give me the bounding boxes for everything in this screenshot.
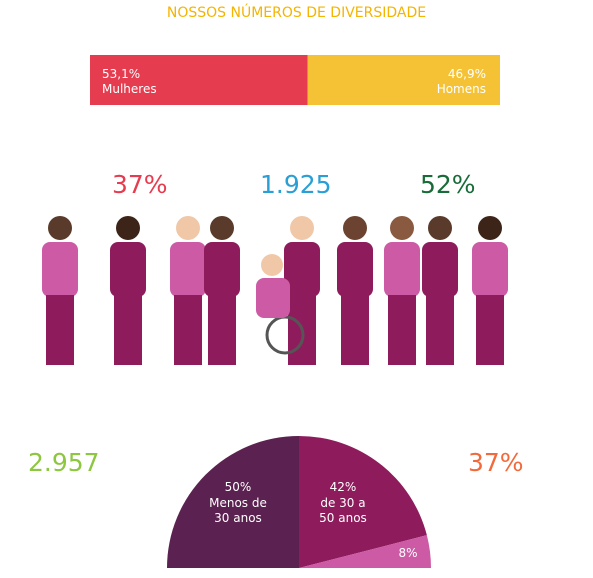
title: NOSSOS NÚMEROS DE DIVERSIDADE [166,5,427,21]
person-head [210,216,234,240]
bar-value: 53,1% [102,67,141,81]
person-body [110,242,146,297]
gender-bar [90,55,308,105]
pie-value: 42% [329,480,357,494]
person-body [472,242,508,297]
person-head [176,216,200,240]
person-body [422,242,458,297]
person-body [42,242,78,297]
person-legs [114,295,142,365]
person-head [48,216,72,240]
person-body [256,278,290,318]
person-head [343,216,367,240]
stat: 2.957 [28,448,100,477]
pie-slice [167,436,299,568]
person-body [170,242,206,297]
pie-value: 8% [398,546,418,560]
person-legs [208,295,236,365]
person-head [261,254,283,276]
bar-name: Mulheres [102,82,157,96]
person-body [337,242,373,297]
stat: 37% [112,170,168,199]
person-legs [341,295,369,365]
pie-label: de 30 a 50 anos [319,496,367,525]
stat: 52% [420,170,476,199]
person-head [390,216,414,240]
bar-name: Homens [436,82,486,96]
person-legs [426,295,454,365]
pie-slice [299,535,431,568]
person-head [116,216,140,240]
person-legs [388,295,416,365]
person-body [204,242,240,297]
bar-value: 46,9% [447,67,486,81]
person-legs [476,295,504,365]
pie-slice [299,436,427,568]
person-legs [174,295,202,365]
person-body [284,242,320,297]
pie-value: 50% [224,480,252,494]
person-legs [46,295,74,365]
person-body [384,242,420,297]
gender-bar [307,55,500,105]
stat: 1.925 [260,170,332,199]
person-head [290,216,314,240]
stat: 37% [468,448,524,477]
person-head [428,216,452,240]
pie-label: Menos de 30 anos [209,496,267,525]
person-head [478,216,502,240]
